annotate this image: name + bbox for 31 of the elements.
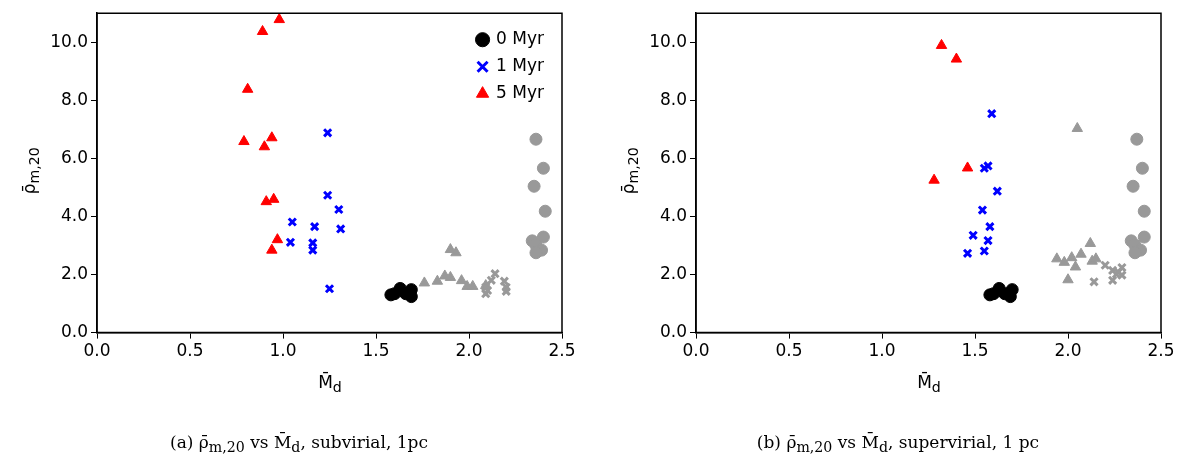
x-tick-label: 2.0 (1054, 340, 1082, 361)
y-tick-label: 4.0 (659, 204, 687, 225)
x-tick-label: 2.5 (548, 340, 576, 361)
y-tick-label: 8.0 (659, 88, 687, 109)
x-tick-label: 2.5 (1147, 340, 1175, 361)
y-tick-label: 10.0 (649, 30, 687, 51)
x-tick-label: 2.0 (455, 340, 483, 361)
x-tick-label: 0.0 (83, 340, 111, 361)
x-tick-label: 0.0 (682, 340, 710, 361)
y-tick-label: 6.0 (60, 146, 88, 167)
legend-label: 5 Myr (496, 82, 545, 103)
x-tick-label: 0.5 (775, 340, 803, 361)
legend-label: 0 Myr (496, 28, 545, 49)
legend-label: 1 Myr (496, 55, 545, 76)
y-tick-label: 6.0 (659, 146, 687, 167)
x-tick-label: 1.0 (269, 340, 297, 361)
y-tick-label: 0.0 (60, 321, 88, 342)
text: (b) ρ̄$_{m,20}$ vs M̄$_{d}$, supervirial, 1 pc (755, 432, 1041, 456)
x-axis-title: M̄$_{d}$ (916, 372, 942, 396)
y-tick-label: 2.0 (659, 262, 687, 283)
x-tick-label: 0.5 (176, 340, 204, 361)
x-tick-label: 1.5 (362, 340, 390, 361)
y-tick-label: 2.0 (60, 262, 88, 283)
y-tick-label: 0.0 (659, 321, 687, 342)
y-tick-label: 8.0 (60, 88, 88, 109)
x-tick-label: 1.5 (961, 340, 989, 361)
x-axis-title: M̄$_{d}$ (317, 372, 343, 396)
text: (a) ρ̄$_{m,20}$ vs M̄$_{d}$, subvirial, 1pc (169, 432, 429, 456)
x-tick-label: 1.0 (868, 340, 896, 361)
y-tick-label: 10.0 (50, 30, 88, 51)
y-tick-label: 4.0 (60, 204, 88, 225)
